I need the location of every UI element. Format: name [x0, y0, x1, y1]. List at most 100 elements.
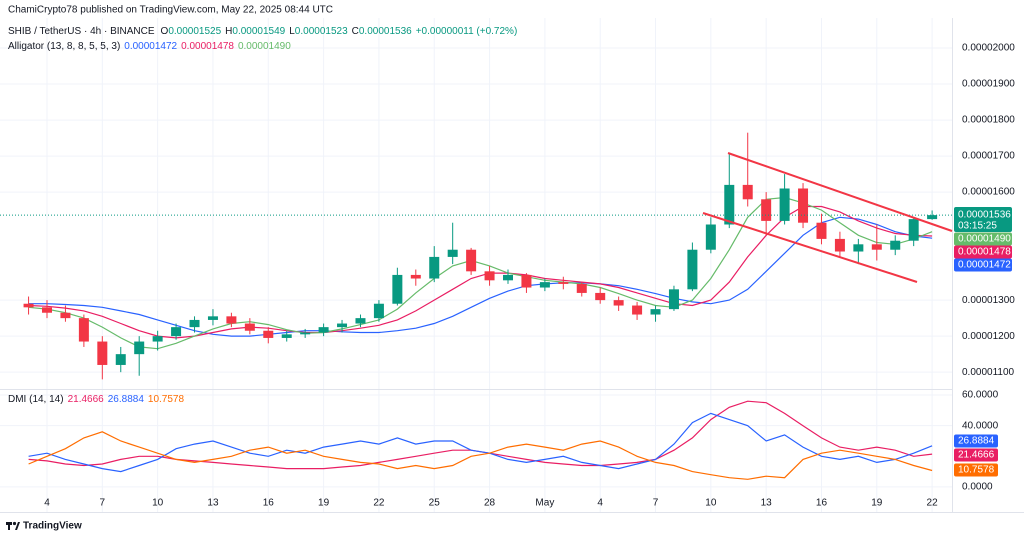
- price-badge-label: 0.00001536: [958, 210, 1011, 221]
- candle-body: [97, 341, 108, 365]
- alligator-line: [28, 216, 933, 337]
- y-tick-label: 0.00001300: [962, 295, 1015, 306]
- candle-body: [466, 249, 477, 272]
- candle-body: [705, 224, 716, 250]
- candle-body: [668, 289, 679, 310]
- candle-body: [742, 184, 753, 200]
- channel-upper: [727, 152, 953, 232]
- candle-body: [871, 244, 882, 250]
- candle-body: [724, 184, 735, 225]
- ohlc-value: 0.00001549: [232, 26, 285, 37]
- candle-body: [300, 332, 311, 335]
- candle-body: [134, 341, 145, 355]
- symbol-legend: SHIB / TetherUS · 4h · BINANCE O0.0000152…: [8, 26, 517, 37]
- indicator-name: Alligator (13, 8, 8, 5, 5, 3): [8, 41, 120, 52]
- dmi-badge-label: 10.7578: [958, 465, 995, 476]
- channel-lower: [702, 212, 918, 283]
- candle-body: [78, 318, 89, 342]
- indicator-badge-label: 0.00001478: [958, 247, 1011, 258]
- candle-body: [908, 219, 919, 241]
- x-tick-label: 10: [152, 498, 164, 509]
- indicator-value: 0.00001490: [238, 41, 291, 52]
- indicator-value: 0.00001472: [124, 41, 177, 52]
- candle-body: [337, 323, 348, 328]
- candle-body: [539, 282, 550, 288]
- candle-body: [687, 249, 698, 290]
- candle-body: [484, 271, 495, 281]
- candle-body: [632, 305, 643, 315]
- candle-body: [613, 300, 624, 306]
- candle-body: [650, 309, 661, 315]
- brand-logo: [6, 521, 20, 530]
- candle-body: [429, 256, 440, 279]
- candle-body: [60, 312, 71, 319]
- y-tick-label: 0.00001700: [962, 151, 1015, 162]
- x-tick-label: 13: [761, 498, 773, 509]
- indicator-value: 0.00001478: [181, 41, 234, 52]
- y-tick-label: 60.0000: [962, 390, 999, 401]
- x-tick-label: 10: [705, 498, 717, 509]
- y-tick-label: 0.00001200: [962, 331, 1015, 342]
- ohlc-label: C: [352, 26, 359, 37]
- x-tick-label: 19: [871, 498, 883, 509]
- x-tick-label: 13: [207, 498, 219, 509]
- dmi-title: DMI (14, 14): [8, 394, 64, 405]
- indicator-legend: Alligator (13, 8, 8, 5, 5, 3) 0.00001472 0…: [8, 41, 291, 52]
- candle-body: [152, 336, 163, 342]
- ohlc-label: L: [289, 26, 295, 37]
- candle-body: [890, 240, 901, 250]
- candle-body: [318, 327, 329, 333]
- candle-body: [115, 354, 126, 365]
- candle-body: [226, 316, 237, 324]
- dmi-value: 26.8884: [108, 394, 145, 405]
- x-tick-label: 4: [44, 498, 50, 509]
- marks: [0, 132, 952, 480]
- x-tick-label: 19: [318, 498, 330, 509]
- candle-body: [927, 215, 938, 220]
- x-tick-label: 25: [429, 498, 441, 509]
- candle-body: [521, 274, 532, 288]
- ohlc-label: H: [225, 26, 232, 37]
- candle-body: [355, 318, 366, 324]
- candle-body: [42, 307, 52, 313]
- candle-body: [834, 238, 845, 252]
- y-tick-label: 0.00001100: [962, 367, 1015, 378]
- candle-body: [761, 199, 772, 221]
- y-tick-label: 40.0000: [962, 420, 999, 431]
- x-tick-label: 7: [100, 498, 106, 509]
- candle-body: [503, 274, 513, 281]
- candle-body: [816, 222, 827, 239]
- indicator-badge-label: 0.00001490: [958, 234, 1011, 245]
- candle-body: [558, 282, 569, 284]
- dmi-legend: DMI (14, 14) 21.4666 26.8884 10.7578: [8, 394, 184, 405]
- candle-body: [207, 316, 218, 320]
- indicator-badge: [954, 245, 1012, 259]
- candle-body: [595, 292, 606, 301]
- candle-body: [23, 303, 34, 308]
- x-tick-label: 16: [263, 498, 275, 509]
- candle-body: [779, 188, 790, 221]
- labels: 4 7 10 13 16 19 22 25 28 May 4 7 10 13 16 19 22 0.0000200…: [8, 26, 1015, 509]
- dmi-badge-label: 26.8884: [958, 436, 995, 447]
- x-tick-label: 22: [927, 498, 939, 509]
- price-badge: [954, 207, 1012, 232]
- indicator-badge-label: 0.00001472: [958, 260, 1011, 271]
- dmi-value: 10.7578: [148, 394, 185, 405]
- candle-body: [576, 283, 587, 293]
- publisher: ChamiCrypto78 published on TradingView.c…: [8, 5, 333, 16]
- change: +0.00000011 (+0.72%): [416, 26, 518, 37]
- dmi-badge: [954, 434, 998, 448]
- y-tick-label: 0.0000: [962, 482, 993, 493]
- x-tick-label: May: [535, 498, 554, 509]
- candle-body: [373, 303, 384, 319]
- indicator-badge: [954, 232, 1012, 246]
- x-tick-label: 22: [373, 498, 385, 509]
- dmi-value: 21.4666: [68, 394, 105, 405]
- candle-body: [189, 319, 200, 328]
- y-tick-label: 0.00001800: [962, 115, 1015, 126]
- grid: [0, 18, 952, 512]
- dmi-badge: [954, 463, 998, 477]
- symbol: SHIB / TetherUS · 4h · BINANCE: [8, 26, 155, 37]
